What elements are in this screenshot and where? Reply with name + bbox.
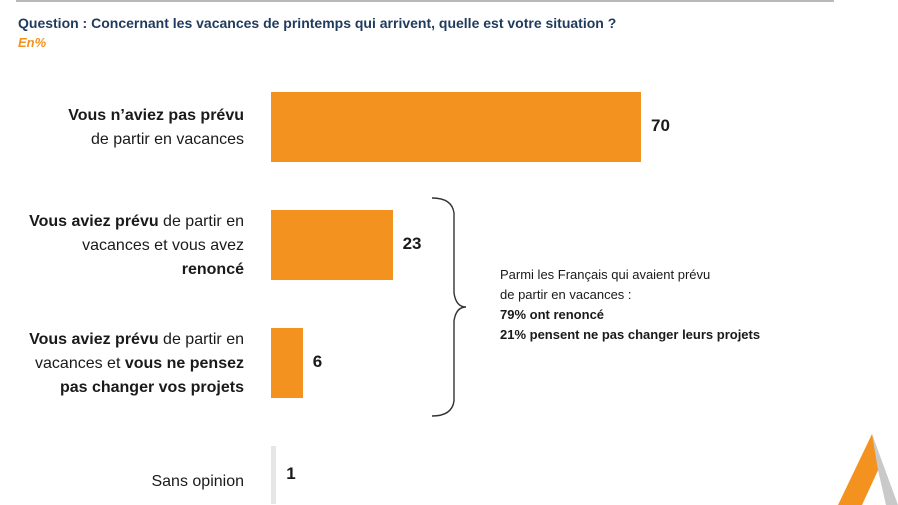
category-label-3: Sans opinion	[151, 470, 244, 494]
cat1-line1b: de partir en	[158, 213, 244, 230]
cat0-line2: de partir en vacances	[91, 131, 244, 148]
annotation-note: Parmi les Français qui avaient prévu de …	[500, 265, 760, 345]
value-label-3: 1	[286, 464, 296, 483]
top-rule	[16, 0, 834, 2]
bar-avez-renonce	[271, 210, 393, 280]
note-line3: 79% ont renoncé	[500, 307, 605, 322]
bar-ne-pensez-pas-changer	[271, 328, 303, 398]
cat2-line2b: vous ne pensez	[124, 355, 244, 372]
value-label-0: 70	[651, 116, 670, 135]
note-line2: de partir en vacances :	[500, 287, 632, 302]
category-label-1: Vous aviez prévu de partir en vacances e…	[29, 210, 244, 282]
right-brace-icon	[431, 197, 467, 417]
cat1-line2: vacances et vous avez	[82, 237, 244, 254]
category-label-0: Vous n’aviez pas prévu de partir en vaca…	[68, 104, 244, 152]
value-label-1: 23	[402, 234, 422, 253]
cat2-line1a: Vous aviez prévu	[29, 331, 159, 348]
chart-unit: En%	[18, 35, 47, 50]
bar-sans-opinion	[271, 446, 277, 504]
note-line4: 21% pensent ne pas changer leurs projets	[500, 327, 761, 342]
cat2-line3: pas changer vos projets	[59, 379, 244, 396]
bar-vous-naviez-pas-prevu	[271, 92, 641, 162]
cat2-line1b: de partir en	[158, 331, 244, 348]
category-label-2: Vous aviez prévu de partir en vacances e…	[29, 328, 244, 400]
note-line1: Parmi les Français qui avaient prévu	[500, 267, 711, 282]
orange-triangle-logo-icon	[838, 434, 898, 505]
value-label-2: 6	[312, 352, 323, 371]
cat1-line1a: Vous aviez prévu	[29, 213, 159, 230]
cat1-line3: renoncé	[181, 261, 244, 278]
cat3-line1: Sans opinion	[151, 473, 244, 490]
chart-question: Question : Concernant les vacances de pr…	[18, 15, 617, 31]
cat0-line1: Vous n’aviez pas prévu	[68, 107, 244, 124]
cat2-line2a: vacances et	[35, 355, 125, 372]
